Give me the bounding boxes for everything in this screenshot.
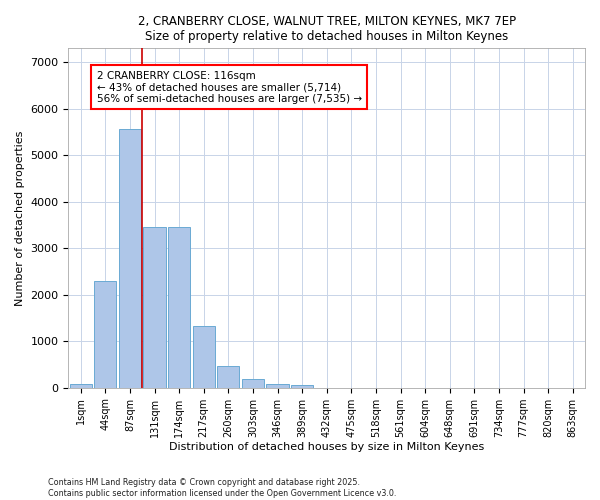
Bar — [266, 384, 289, 388]
Title: 2, CRANBERRY CLOSE, WALNUT TREE, MILTON KEYNES, MK7 7EP
Size of property relativ: 2, CRANBERRY CLOSE, WALNUT TREE, MILTON … — [137, 15, 516, 43]
Bar — [291, 386, 313, 388]
Bar — [217, 366, 239, 388]
Text: 2 CRANBERRY CLOSE: 116sqm
← 43% of detached houses are smaller (5,714)
56% of se: 2 CRANBERRY CLOSE: 116sqm ← 43% of detac… — [97, 70, 362, 104]
Bar — [94, 281, 116, 388]
Bar — [168, 228, 190, 388]
Bar — [242, 379, 264, 388]
Text: Contains HM Land Registry data © Crown copyright and database right 2025.
Contai: Contains HM Land Registry data © Crown c… — [48, 478, 397, 498]
X-axis label: Distribution of detached houses by size in Milton Keynes: Distribution of detached houses by size … — [169, 442, 484, 452]
Bar — [193, 326, 215, 388]
Bar — [70, 384, 92, 388]
Bar — [143, 228, 166, 388]
Y-axis label: Number of detached properties: Number of detached properties — [15, 130, 25, 306]
Bar — [119, 129, 141, 388]
